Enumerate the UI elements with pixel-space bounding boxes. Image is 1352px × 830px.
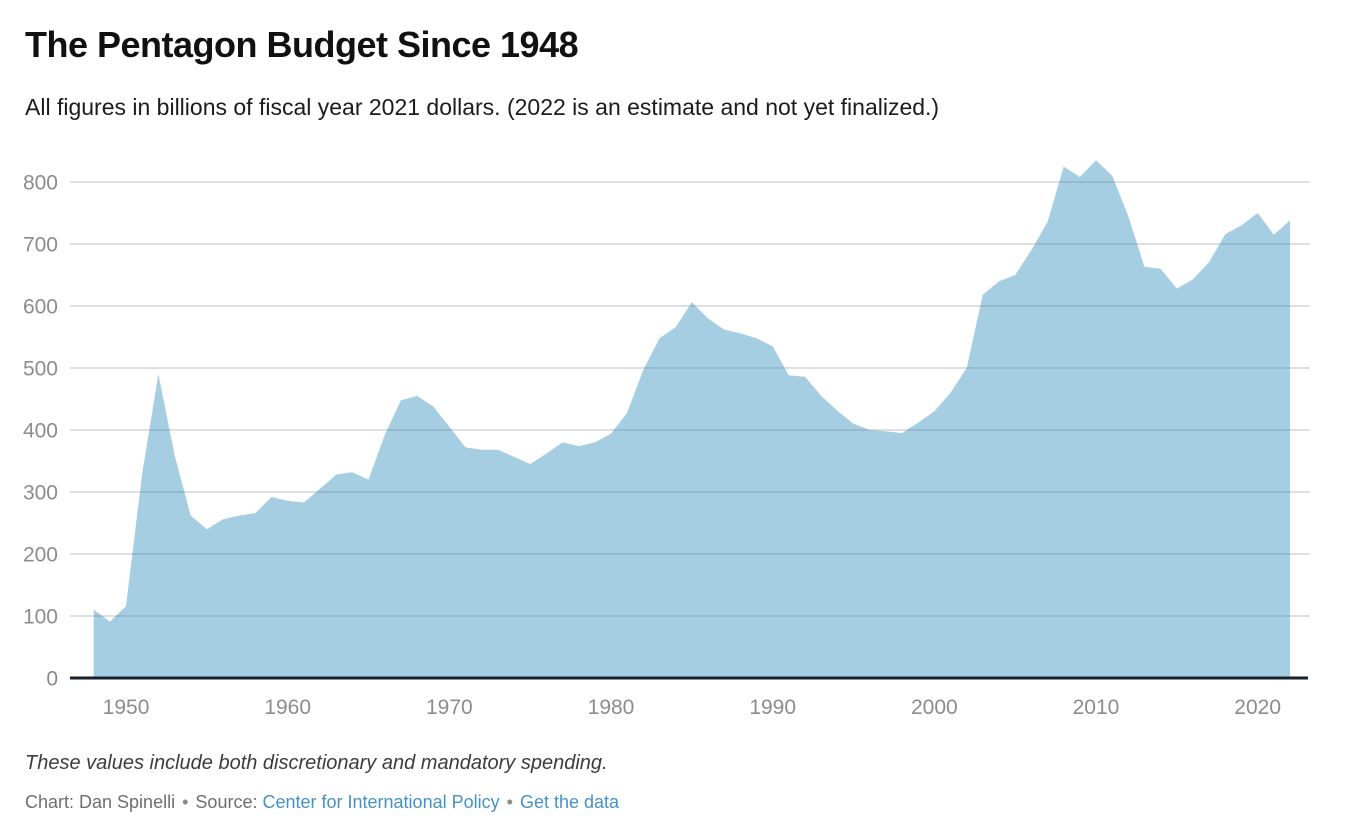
chart-byline: Chart: Dan Spinelli bbox=[25, 792, 176, 812]
y-tick-label-700: 700 bbox=[23, 234, 58, 257]
x-tick-label-2010: 2010 bbox=[1073, 696, 1120, 719]
credit-line: Chart: Dan Spinelli • Source: Center for… bbox=[25, 792, 619, 813]
y-tick-label-0: 0 bbox=[46, 668, 58, 691]
chart-footnote: These values include both discretionary … bbox=[25, 752, 608, 774]
x-tick-label-1970: 1970 bbox=[426, 696, 473, 719]
x-tick-label-2020: 2020 bbox=[1234, 696, 1281, 719]
y-tick-label-200: 200 bbox=[23, 544, 58, 567]
y-tick-label-400: 400 bbox=[23, 420, 58, 443]
page-subtitle: All figures in billions of fiscal year 2… bbox=[25, 94, 940, 120]
y-tick-label-600: 600 bbox=[23, 296, 58, 319]
budget-area-series bbox=[93, 160, 1291, 679]
x-tick-label-1980: 1980 bbox=[588, 696, 635, 719]
y-tick-label-800: 800 bbox=[23, 172, 58, 195]
y-tick-label-500: 500 bbox=[23, 358, 58, 381]
y-tick-label-300: 300 bbox=[23, 482, 58, 505]
x-tick-label-1950: 1950 bbox=[103, 696, 150, 719]
source-link[interactable]: Center for International Policy bbox=[262, 792, 500, 812]
separator-dot: • bbox=[506, 792, 513, 812]
source-label: Source: bbox=[195, 792, 258, 812]
get-data-link[interactable]: Get the data bbox=[519, 792, 620, 812]
separator-dot: • bbox=[182, 792, 189, 812]
x-tick-label-1990: 1990 bbox=[749, 696, 796, 719]
x-tick-label-2000: 2000 bbox=[911, 696, 958, 719]
page-title: The Pentagon Budget Since 1948 bbox=[25, 24, 579, 65]
x-tick-label-1960: 1960 bbox=[264, 696, 311, 719]
y-tick-label-100: 100 bbox=[23, 606, 58, 629]
